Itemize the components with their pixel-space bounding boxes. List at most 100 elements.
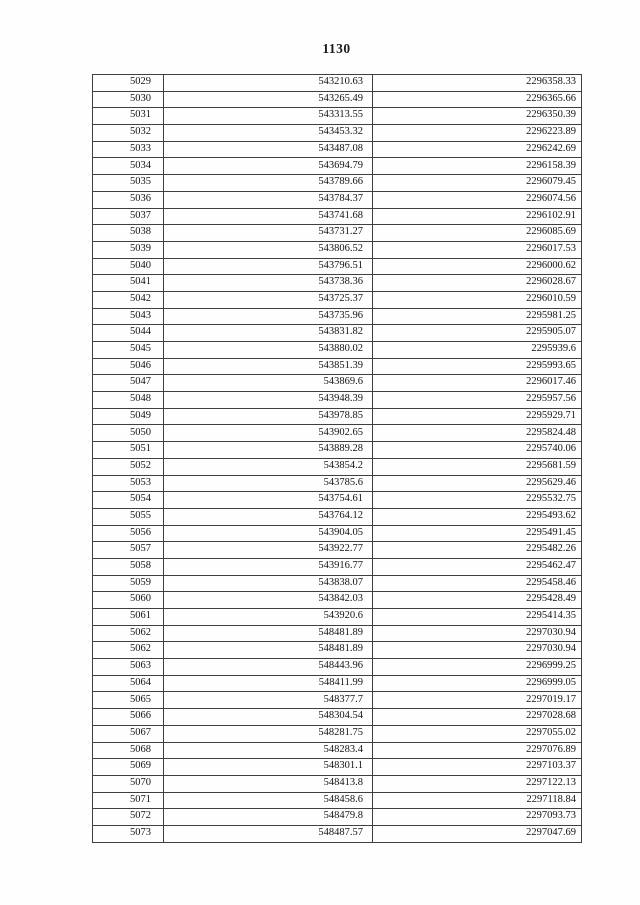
- cell-index: 5044: [92, 324, 164, 342]
- cell-index: 5066: [92, 708, 164, 726]
- cell-index: 5072: [92, 808, 164, 826]
- table-row: 5037 543741.68 2296102.91: [92, 207, 582, 226]
- cell-index: 5048: [92, 391, 164, 409]
- cell-index: 5050: [92, 424, 164, 443]
- cell-index: 5030: [92, 90, 164, 109]
- cell-index: 5065: [92, 691, 164, 710]
- cell-value-a: 548479.8: [163, 808, 373, 826]
- cell-value-a: 543904.05: [163, 524, 373, 543]
- table-row: 5049 543978.85 2295929.71: [92, 407, 582, 426]
- cell-value-b: 2297093.73: [372, 808, 582, 826]
- cell-index: 5052: [92, 457, 164, 476]
- cell-value-a: 548443.96: [163, 658, 373, 676]
- cell-index: 5061: [92, 608, 164, 626]
- cell-index: 5054: [92, 491, 164, 509]
- table-row: 5057 543922.77 2295482.26: [92, 541, 582, 559]
- cell-index: 5035: [92, 174, 164, 192]
- table-row: 5062 548481.89 2297030.94: [92, 641, 582, 660]
- cell-index: 5071: [92, 791, 164, 810]
- cell-value-a: 543978.85: [163, 407, 373, 426]
- cell-value-b: 2295462.47: [372, 557, 582, 576]
- cell-value-a: 543920.6: [163, 608, 373, 626]
- table-row: 5053 543785.6 2295629.46: [92, 474, 582, 493]
- cell-value-b: 2296242.69: [372, 140, 582, 159]
- cell-index: 5073: [92, 824, 164, 844]
- cell-index: 5068: [92, 741, 164, 760]
- cell-value-a: 543313.55: [163, 107, 373, 126]
- table-row: 5043 543735.96 2295981.25: [92, 307, 582, 326]
- table-row: 5035 543789.66 2296079.45: [92, 174, 582, 192]
- cell-value-a: 543902.65: [163, 424, 373, 443]
- page-number: 1130: [322, 41, 351, 56]
- cell-index: 5033: [92, 140, 164, 159]
- table-row: 5063 548443.96 2296999.25: [92, 658, 582, 676]
- table-row: 5031 543313.55 2296350.39: [92, 107, 582, 126]
- cell-value-b: 2297103.37: [372, 758, 582, 776]
- cell-index: 5069: [92, 758, 164, 776]
- cell-index: 5036: [92, 190, 164, 209]
- data-table: 5029 543210.63 2296358.33 5030 543265.49 2296…: [92, 74, 582, 844]
- cell-index: 5064: [92, 674, 164, 693]
- cell-index: 5055: [92, 507, 164, 526]
- cell-value-a: 548487.57: [163, 824, 373, 844]
- cell-value-b: 2297122.13: [372, 774, 582, 793]
- cell-value-a: 543842.03: [163, 591, 373, 609]
- cell-value-b: 2297030.94: [372, 641, 582, 660]
- cell-value-a: 543869.6: [163, 374, 373, 393]
- table-row: 5062 548481.89 2297030.94: [92, 624, 582, 643]
- cell-index: 5029: [92, 74, 164, 92]
- cell-value-b: 2297028.68: [372, 708, 582, 726]
- table-row: 5050 543902.65 2295824.48: [92, 424, 582, 443]
- cell-index: 5056: [92, 524, 164, 543]
- cell-value-b: 2296000.62: [372, 257, 582, 276]
- cell-value-b: 2297118.84: [372, 791, 582, 810]
- cell-value-b: 2296350.39: [372, 107, 582, 126]
- cell-value-a: 543948.39: [163, 391, 373, 409]
- data-table-body: 5029 543210.63 2296358.33 5030 543265.49 2296…: [92, 74, 582, 844]
- cell-index: 5042: [92, 290, 164, 309]
- cell-index: 5038: [92, 224, 164, 242]
- cell-value-a: 543738.36: [163, 274, 373, 292]
- cell-index: 5031: [92, 107, 164, 126]
- cell-value-b: 2296158.39: [372, 157, 582, 176]
- cell-value-a: 543880.02: [163, 341, 373, 359]
- cell-value-a: 543922.77: [163, 541, 373, 559]
- table-row: 5044 543831.82 2295905.07: [92, 324, 582, 342]
- cell-value-a: 543210.63: [163, 74, 373, 92]
- cell-value-a: 548301.1: [163, 758, 373, 776]
- cell-value-a: 543764.12: [163, 507, 373, 526]
- cell-value-a: 548283.4: [163, 741, 373, 760]
- cell-index: 5063: [92, 658, 164, 676]
- cell-value-b: 2296017.53: [372, 240, 582, 259]
- cell-value-a: 548481.89: [163, 641, 373, 660]
- cell-value-a: 548377.7: [163, 691, 373, 710]
- cell-value-b: 2296085.69: [372, 224, 582, 242]
- cell-value-a: 543487.08: [163, 140, 373, 159]
- table-row: 5034 543694.79 2296158.39: [92, 157, 582, 176]
- cell-value-a: 543796.51: [163, 257, 373, 276]
- cell-index: 5057: [92, 541, 164, 559]
- table-row: 5058 543916.77 2295462.47: [92, 557, 582, 576]
- cell-value-b: 2296010.59: [372, 290, 582, 309]
- cell-value-b: 2296999.05: [372, 674, 582, 693]
- cell-value-a: 543789.66: [163, 174, 373, 192]
- table-row: 5029 543210.63 2296358.33: [92, 74, 582, 92]
- cell-index: 5070: [92, 774, 164, 793]
- cell-value-b: 2297055.02: [372, 724, 582, 743]
- cell-index: 5043: [92, 307, 164, 326]
- cell-value-b: 2295740.06: [372, 441, 582, 459]
- cell-value-b: 2296028.67: [372, 274, 582, 292]
- cell-value-b: 2295681.59: [372, 457, 582, 476]
- cell-index: 5051: [92, 441, 164, 459]
- cell-value-b: 2295939.6: [372, 341, 582, 359]
- table-row: 5048 543948.39 2295957.56: [92, 391, 582, 409]
- cell-value-b: 2295824.48: [372, 424, 582, 443]
- cell-value-a: 543735.96: [163, 307, 373, 326]
- cell-value-b: 2295981.25: [372, 307, 582, 326]
- cell-value-b: 2295905.07: [372, 324, 582, 342]
- table-row: 5061 543920.6 2295414.35: [92, 608, 582, 626]
- cell-index: 5053: [92, 474, 164, 493]
- cell-value-a: 543453.32: [163, 124, 373, 142]
- table-row: 5038 543731.27 2296085.69: [92, 224, 582, 242]
